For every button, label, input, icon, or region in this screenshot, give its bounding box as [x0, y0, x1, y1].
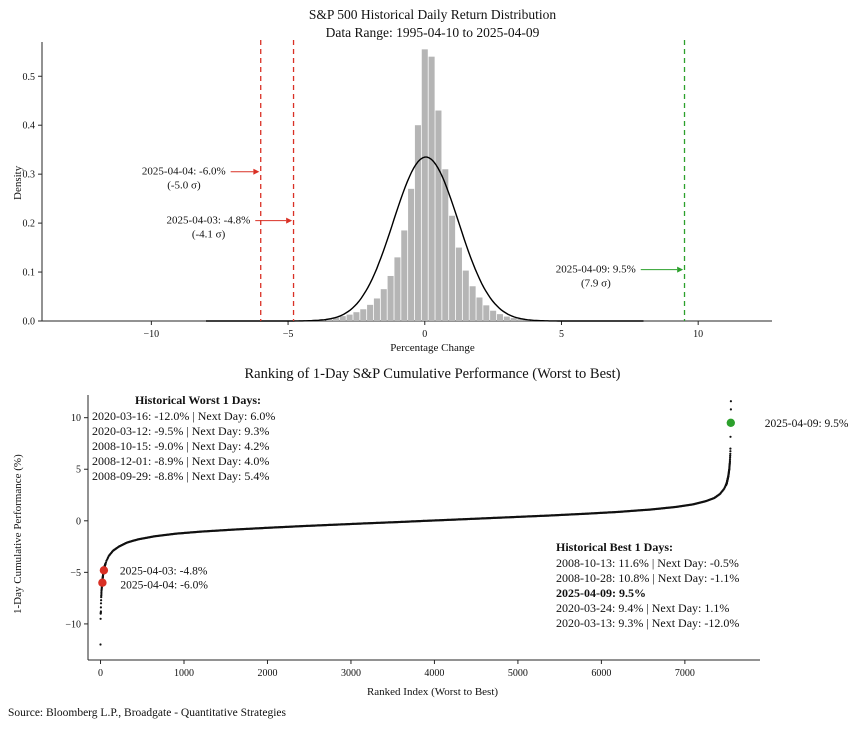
- svg-text:0.5: 0.5: [23, 72, 36, 83]
- svg-text:(7.9 σ): (7.9 σ): [581, 278, 611, 290]
- historical-worst-days-block: Historical Worst 1 Days: 2020-03-16: -12.…: [92, 393, 275, 483]
- svg-text:(-5.0 σ): (-5.0 σ): [167, 180, 201, 192]
- svg-text:Historical Worst 1 Days:: Historical Worst 1 Days:: [135, 393, 261, 407]
- top-chart-xlabel: Percentage Change: [390, 342, 475, 354]
- svg-text:2008-10-28: 10.8% | Next Day:: 2008-10-28: 10.8% | Next Day: -1.1%: [556, 571, 739, 585]
- svg-text:2008-09-29: -8.8% | Next Day:: 2008-09-29: -8.8% | Next Day: 5.4%: [92, 469, 269, 483]
- svg-text:0: 0: [98, 668, 103, 679]
- svg-text:2025-04-09: 9.5%: 2025-04-09: 9.5%: [556, 264, 636, 276]
- svg-text:7000: 7000: [675, 668, 695, 679]
- svg-text:6000: 6000: [591, 668, 611, 679]
- svg-text:Historical Best 1 Days:: Historical Best 1 Days:: [556, 540, 673, 554]
- svg-text:0.3: 0.3: [23, 170, 36, 181]
- svg-text:2025-04-09: 9.5%: 2025-04-09: 9.5%: [765, 418, 849, 430]
- svg-text:3000: 3000: [341, 668, 361, 679]
- svg-text:0.2: 0.2: [23, 219, 36, 230]
- svg-text:2020-03-24: 9.4% | Next Day: 1: 2020-03-24: 9.4% | Next Day: 1.1%: [556, 601, 729, 615]
- svg-text:4000: 4000: [424, 668, 444, 679]
- top-chart-title-block: S&P 500 Historical Daily Return Distribu…: [0, 6, 865, 42]
- ranked-performance-chart: 0 1000 2000 3000 4000 5000 6000 7000 −10 −5 0 5 10 20…: [65, 393, 849, 679]
- svg-text:2020-03-16: -12.0% | Next Day:: 2020-03-16: -12.0% | Next Day: 6.0%: [92, 409, 275, 423]
- svg-text:0.0: 0.0: [23, 317, 36, 328]
- source-attribution: Source: Bloomberg L.P., Broadgate - Quan…: [8, 707, 286, 719]
- svg-text:−5: −5: [283, 329, 294, 340]
- top-chart-title: S&P 500 Historical Daily Return Distribu…: [308, 7, 557, 22]
- svg-text:2000: 2000: [257, 668, 277, 679]
- svg-text:0: 0: [76, 516, 81, 527]
- svg-text:2020-03-12: -9.5% | Next Day:: 2020-03-12: -9.5% | Next Day: 9.3%: [92, 424, 269, 438]
- top-chart-subtitle: Data Range: 1995-04-10 to 2025-04-09: [325, 25, 540, 40]
- svg-text:1000: 1000: [174, 668, 194, 679]
- svg-text:−10: −10: [144, 329, 160, 340]
- histogram-bars: [285, 49, 551, 322]
- svg-text:(-4.1 σ): (-4.1 σ): [192, 229, 226, 241]
- svg-text:0.4: 0.4: [23, 121, 36, 132]
- bottom-axes: 0 1000 2000 3000 4000 5000 6000 7000 −10 −5 0 5 10: [65, 395, 760, 679]
- event-threshold-lines: [260, 40, 686, 321]
- svg-text:0.1: 0.1: [23, 268, 36, 279]
- event-point: [726, 418, 735, 427]
- svg-text:5: 5: [76, 465, 81, 476]
- svg-text:2025-04-03: -4.8%: 2025-04-03: -4.8%: [120, 565, 208, 577]
- svg-text:2025-04-03: -4.8%: 2025-04-03: -4.8%: [167, 215, 251, 227]
- bottom-chart-xlabel: Ranked Index (Worst to Best): [366, 686, 499, 698]
- svg-text:0: 0: [422, 329, 427, 340]
- svg-text:2025-04-04: -6.0%: 2025-04-04: -6.0%: [142, 166, 226, 178]
- event-point: [99, 566, 109, 575]
- svg-text:10: 10: [71, 413, 81, 424]
- event-point: [98, 578, 107, 587]
- return-distribution-chart: −10 −5 0 5 10 0.0 0.1 0.2 0.3 0.4 0.5 2025-04-04: -…: [23, 40, 772, 340]
- svg-text:2020-03-13: 9.3% | Next Day: -: 2020-03-13: 9.3% | Next Day: -12.0%: [556, 616, 739, 630]
- svg-text:5: 5: [559, 329, 564, 340]
- highlighted-event-points: 2025-04-03: -4.8% 2025-04-04: -6.0% 2025-0…: [98, 418, 849, 592]
- historical-best-days-block: Historical Best 1 Days: 2008-10-13: 11.6%…: [556, 540, 739, 630]
- bottom-chart-title: Ranking of 1-Day S&P Cumulative Performa…: [244, 366, 621, 382]
- svg-text:−5: −5: [70, 568, 81, 579]
- svg-text:2008-12-01: -8.9% | Next Day:: 2008-12-01: -8.9% | Next Day: 4.0%: [92, 454, 269, 468]
- event-annotations: 2025-04-04: -6.0% (-5.0 σ) 2025-04-03: -4.…: [142, 166, 684, 290]
- svg-text:5000: 5000: [508, 668, 528, 679]
- svg-text:2025-04-04: -6.0%: 2025-04-04: -6.0%: [120, 580, 208, 592]
- normal-density-curve: [206, 156, 644, 322]
- svg-text:2025-04-09: 9.5%: 2025-04-09: 9.5%: [556, 586, 646, 600]
- svg-text:2008-10-13: 11.6% | Next Day:: 2008-10-13: 11.6% | Next Day: -0.5%: [556, 556, 739, 570]
- svg-text:2008-10-15: -9.0% | Next Day:: 2008-10-15: -9.0% | Next Day: 4.2%: [92, 439, 269, 453]
- svg-text:10: 10: [693, 329, 703, 340]
- svg-text:−10: −10: [65, 619, 81, 630]
